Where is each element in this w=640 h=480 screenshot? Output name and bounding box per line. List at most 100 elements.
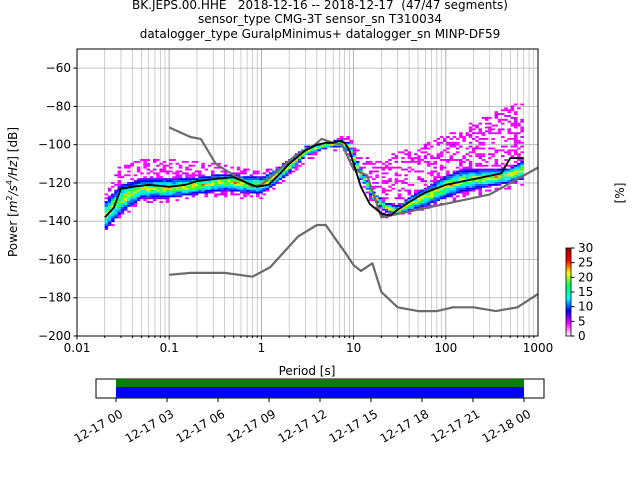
density-cell — [455, 137, 460, 140]
density-cell — [404, 160, 408, 163]
density-cell — [446, 195, 450, 198]
density-cell — [452, 180, 457, 182]
density-cell — [426, 199, 431, 202]
density-cell — [181, 185, 186, 188]
density-cell — [513, 126, 518, 129]
density-cell — [491, 137, 495, 140]
colorbar-gradient — [565, 247, 572, 337]
density-cell — [391, 203, 395, 205]
density-cell — [488, 130, 492, 133]
density-cell — [501, 181, 505, 184]
density-cell — [439, 166, 444, 169]
density-cell — [426, 195, 431, 198]
density-cell — [430, 183, 434, 186]
density-cell — [120, 176, 125, 179]
density-cell — [236, 187, 241, 190]
density-cell — [294, 162, 299, 165]
density-cell — [459, 160, 463, 163]
density-cell — [442, 176, 447, 179]
density-cell — [517, 159, 521, 161]
density-cell — [449, 174, 453, 177]
density-cell — [162, 170, 167, 173]
density-cell — [381, 208, 386, 211]
density-cell — [465, 176, 470, 179]
density-cell — [430, 201, 434, 204]
density-cell — [436, 143, 441, 146]
density-cell — [359, 170, 363, 173]
density-cell — [484, 172, 489, 175]
density-cell — [127, 201, 131, 204]
density-cell — [504, 109, 508, 112]
density-cell — [120, 203, 125, 205]
density-cell — [214, 187, 218, 190]
density-cell — [504, 172, 508, 175]
density-cell — [481, 183, 486, 186]
density-cell — [194, 191, 199, 194]
density-cell — [462, 183, 466, 186]
density-cell — [378, 166, 383, 169]
coverage-tick-label: 12-17 12 — [276, 407, 330, 446]
density-cell — [281, 176, 286, 179]
density-cell — [365, 183, 370, 186]
density-cell — [130, 181, 134, 184]
density-cell — [510, 149, 515, 152]
density-cell — [127, 199, 131, 202]
density-cell — [420, 189, 424, 192]
density-cell — [468, 174, 473, 177]
x-axis: 0.01 0.1 1 10 100 1000 — [64, 336, 553, 355]
density-cell — [207, 164, 212, 167]
density-cell — [517, 139, 521, 142]
density-cell — [468, 187, 473, 190]
density-cell — [117, 204, 122, 207]
density-cell — [452, 176, 457, 179]
density-cell — [423, 199, 428, 202]
density-cell — [481, 172, 486, 175]
density-cell — [436, 183, 441, 186]
density-cell — [462, 174, 466, 177]
density-cell — [520, 170, 524, 173]
density-cell — [497, 176, 502, 179]
density-cell — [223, 193, 228, 196]
density-cell — [198, 178, 202, 181]
density-cell — [288, 172, 292, 175]
density-cell — [372, 187, 376, 190]
density-cell — [123, 164, 128, 167]
density-cell — [507, 180, 511, 182]
density-cell — [436, 157, 441, 160]
density-cell — [194, 193, 199, 196]
density-cell — [501, 109, 505, 112]
density-cell — [349, 139, 354, 142]
density-cell — [520, 162, 524, 165]
density-cell — [236, 181, 241, 184]
density-cell — [210, 170, 215, 173]
density-cell — [352, 160, 357, 163]
density-cell — [475, 172, 479, 175]
density-cell — [265, 176, 270, 179]
density-cell — [127, 181, 131, 184]
density-cell — [111, 199, 115, 202]
density-cell — [478, 187, 482, 190]
density-cell — [497, 113, 502, 116]
density-cell — [204, 195, 209, 198]
density-cell — [249, 187, 254, 190]
density-cell — [426, 201, 431, 204]
density-cell — [188, 164, 192, 167]
density-cell — [362, 176, 366, 179]
colorbar-tick-label: 25 — [578, 256, 593, 270]
density-cell — [285, 174, 289, 177]
density-cell — [326, 145, 331, 148]
density-cell — [326, 143, 331, 146]
density-cell — [223, 180, 228, 182]
density-cell — [420, 199, 424, 202]
density-cell — [468, 145, 473, 148]
density-cell — [388, 210, 392, 213]
density-cell — [391, 183, 395, 186]
density-cell — [107, 222, 112, 225]
density-cell — [472, 147, 476, 150]
density-cell — [372, 199, 376, 202]
density-cell — [349, 159, 354, 161]
density-cell — [507, 151, 511, 154]
density-cell — [181, 180, 186, 182]
density-cell — [504, 176, 508, 179]
density-cell — [394, 178, 399, 181]
